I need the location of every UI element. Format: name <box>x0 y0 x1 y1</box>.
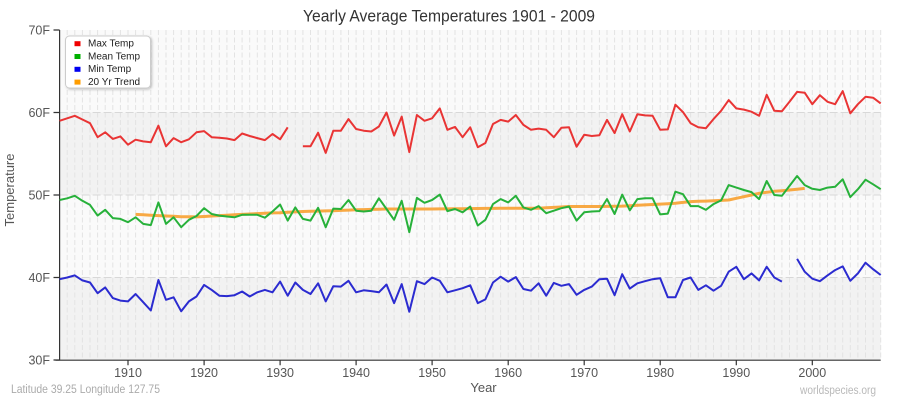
svg-text:1920: 1920 <box>190 366 218 380</box>
svg-text:Mean Temp: Mean Temp <box>88 51 141 62</box>
svg-text:1910: 1910 <box>114 366 142 380</box>
svg-text:Max Temp: Max Temp <box>88 39 134 50</box>
svg-text:1970: 1970 <box>570 366 598 380</box>
svg-text:50F: 50F <box>28 189 50 203</box>
svg-text:1940: 1940 <box>342 366 370 380</box>
svg-text:1990: 1990 <box>722 366 750 380</box>
svg-text:30F: 30F <box>28 354 50 368</box>
svg-text:40F: 40F <box>28 271 50 285</box>
svg-text:Latitude 39.25 Longitude 127.7: Latitude 39.25 Longitude 127.75 <box>11 382 160 396</box>
svg-text:worldspecies.org: worldspecies.org <box>799 383 876 397</box>
svg-text:60F: 60F <box>28 106 50 120</box>
svg-text:Temperature: Temperature <box>2 154 17 227</box>
svg-text:70F: 70F <box>28 24 50 38</box>
svg-text:Year: Year <box>470 380 497 395</box>
svg-text:1930: 1930 <box>266 366 294 380</box>
svg-text:1960: 1960 <box>494 366 522 380</box>
svg-text:1950: 1950 <box>418 366 446 380</box>
svg-text:Yearly Average Temperatures 19: Yearly Average Temperatures 1901 - 2009 <box>303 6 595 25</box>
svg-text:20 Yr Trend: 20 Yr Trend <box>88 77 140 88</box>
svg-text:2000: 2000 <box>798 366 826 380</box>
svg-text:Min Temp: Min Temp <box>88 64 132 75</box>
svg-text:1980: 1980 <box>646 366 674 380</box>
